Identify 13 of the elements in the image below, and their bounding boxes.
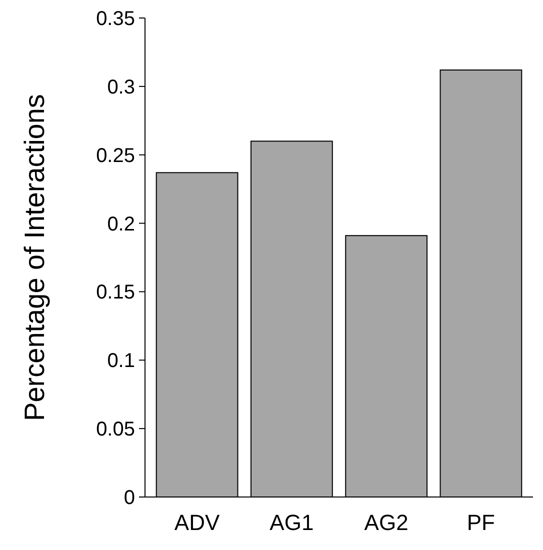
y-tick-label: 0.2 — [107, 213, 135, 236]
y-tick-label: 0.35 — [96, 8, 135, 30]
y-tick-label: 0.3 — [107, 76, 135, 98]
y-tick-label: 0.15 — [96, 282, 135, 304]
x-tick-label: AG2 — [364, 510, 408, 535]
x-tick-label: ADV — [174, 510, 220, 535]
y-tick-label: 0.25 — [96, 144, 135, 167]
x-tick-label: PF — [466, 510, 496, 535]
y-tick-label: 0.1 — [107, 350, 135, 372]
y-axis-title: Percentage of Interactions — [19, 94, 50, 421]
y-tick-label: 0 — [124, 487, 135, 509]
x-tick-label: AG1 — [270, 510, 314, 535]
y-tick-label: 0.05 — [96, 418, 135, 441]
